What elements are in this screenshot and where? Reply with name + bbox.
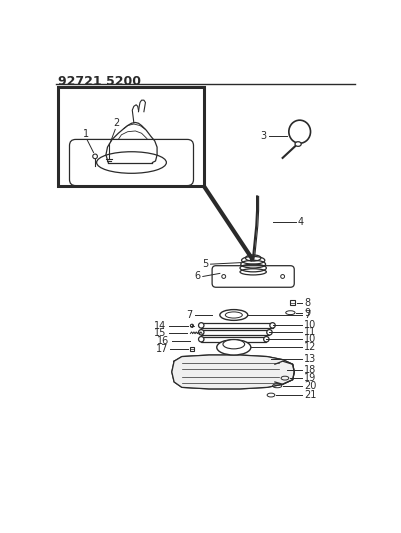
Ellipse shape xyxy=(198,329,204,335)
Text: 21: 21 xyxy=(304,390,317,400)
Text: 15: 15 xyxy=(154,328,166,338)
Text: 11: 11 xyxy=(304,327,316,337)
Ellipse shape xyxy=(198,322,204,328)
Bar xyxy=(201,336,266,342)
Ellipse shape xyxy=(223,340,245,349)
Text: 1: 1 xyxy=(83,128,89,139)
Text: 17: 17 xyxy=(156,344,168,354)
Text: 12: 12 xyxy=(304,342,317,352)
Text: 6: 6 xyxy=(194,271,200,281)
Text: 13: 13 xyxy=(304,354,316,364)
Text: 7: 7 xyxy=(186,310,193,320)
Bar xyxy=(201,322,273,328)
Text: 10: 10 xyxy=(304,320,316,330)
Text: 2: 2 xyxy=(113,118,120,128)
Text: 14: 14 xyxy=(154,321,166,331)
Text: 16: 16 xyxy=(157,336,170,346)
Ellipse shape xyxy=(198,336,204,342)
Text: 3: 3 xyxy=(260,131,266,141)
Polygon shape xyxy=(172,355,294,389)
Ellipse shape xyxy=(295,142,301,147)
Text: 18: 18 xyxy=(304,366,316,375)
Bar xyxy=(201,329,269,335)
Text: 92721 5200: 92721 5200 xyxy=(58,75,141,88)
Ellipse shape xyxy=(267,329,272,335)
Ellipse shape xyxy=(263,336,269,342)
Text: 9: 9 xyxy=(304,308,310,318)
Bar xyxy=(190,346,194,351)
Ellipse shape xyxy=(217,340,251,355)
Ellipse shape xyxy=(270,322,275,328)
Text: 19: 19 xyxy=(304,373,316,383)
Bar xyxy=(290,301,295,305)
Text: 7: 7 xyxy=(304,310,311,320)
Text: 10: 10 xyxy=(304,334,316,344)
Bar xyxy=(58,87,204,185)
Text: 8: 8 xyxy=(304,297,310,308)
Text: 5: 5 xyxy=(202,259,208,269)
Text: 4: 4 xyxy=(298,217,304,227)
Text: 20: 20 xyxy=(304,381,317,391)
